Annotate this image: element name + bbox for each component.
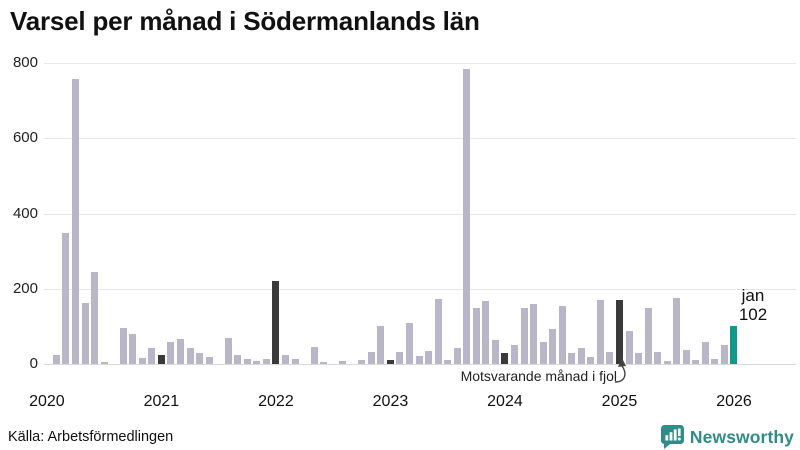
bar-2022-3: [291, 359, 299, 364]
bar-2020-4: [72, 79, 80, 364]
bar-2020-10: [129, 333, 137, 364]
bar-2022-2: [281, 354, 289, 364]
bar-2025-10: [701, 342, 709, 364]
gridline-600: [44, 138, 796, 140]
gridline-400: [44, 213, 796, 215]
gridline-200: [44, 288, 796, 290]
bar-2021-5: [196, 353, 204, 364]
bar-2024-1: [501, 353, 509, 364]
bar-2026-1: [730, 325, 738, 364]
bar-2024-12: [606, 351, 614, 364]
annotation-arrow-icon: [614, 358, 626, 383]
newsworthy-icon: [660, 425, 684, 449]
bar-2025-11: [711, 359, 719, 364]
annotation-text: Motsvarande månad i fjol: [460, 368, 617, 384]
bar-2022-6: [320, 362, 328, 364]
bar-2021-11: [253, 360, 261, 364]
bar-2024-7: [558, 305, 566, 364]
source-label: Källa: Arbetsförmedlingen: [8, 429, 174, 445]
bar-2023-7: [444, 360, 452, 364]
bar-2021-6: [205, 357, 213, 364]
bar-2020-3: [62, 233, 70, 364]
bar-2022-1: [272, 281, 280, 364]
bar-2021-12: [262, 359, 270, 364]
bar-2023-8: [453, 347, 461, 364]
bar-2024-8: [568, 352, 576, 364]
bar-2023-10: [472, 308, 480, 364]
gridline-0: [44, 364, 796, 365]
bar-2024-5: [539, 341, 547, 364]
bar-2021-10: [243, 359, 251, 364]
bar-2020-6: [91, 272, 99, 364]
bar-2024-3: [520, 307, 528, 364]
bar-2021-2: [167, 342, 175, 364]
current-month-label: jan 102: [727, 286, 779, 324]
bar-2022-10: [358, 359, 366, 364]
bar-2020-2: [52, 354, 60, 364]
bar-2025-4: [644, 308, 652, 364]
current-month-name: jan: [741, 286, 765, 305]
bar-2025-3: [635, 353, 643, 364]
x-tick-2024: 2024: [487, 393, 523, 410]
x-tick-2022: 2022: [258, 393, 294, 410]
bar-2022-11: [367, 352, 375, 364]
x-tick-2026: 2026: [716, 393, 752, 410]
bar-2020-5: [81, 303, 89, 364]
brand-logo: Newsworthy: [660, 425, 794, 449]
bar-2020-7: [100, 361, 108, 364]
bar-2023-1: [386, 360, 394, 364]
bar-2025-8: [682, 350, 690, 364]
x-tick-2023: 2023: [372, 393, 409, 410]
chart-title: Varsel per månad i Södermanlands län: [10, 6, 480, 36]
y-tick-0: 0: [29, 355, 38, 372]
bar-2022-8: [339, 361, 347, 364]
bar-2022-5: [310, 346, 318, 364]
annotation-previous-year: Motsvarande månad i fjol: [461, 368, 617, 384]
bar-2024-11: [596, 300, 604, 364]
bar-2021-1: [157, 354, 165, 364]
bar-2025-9: [692, 359, 700, 364]
x-tick-2021: 2021: [143, 393, 180, 410]
x-tick-2020: 2020: [29, 393, 65, 410]
y-tick-800: 800: [12, 54, 38, 71]
bar-2022-12: [377, 326, 385, 364]
y-tick-600: 600: [12, 129, 38, 147]
bar-2023-2: [396, 351, 404, 364]
bar-2024-2: [511, 345, 518, 364]
y-tick-200: 200: [12, 279, 38, 297]
bar-2021-4: [186, 347, 194, 364]
bar-2024-4: [530, 303, 538, 364]
bar-2024-9: [577, 348, 585, 364]
bar-2023-6: [434, 299, 442, 364]
bar-2020-9: [119, 328, 127, 364]
bar-2023-11: [482, 301, 490, 364]
bar-2023-4: [415, 356, 423, 364]
bar-2021-9: [234, 354, 242, 364]
brand-name: Newsworthy: [689, 426, 794, 447]
bar-2025-2: [625, 330, 633, 364]
bar-2025-1: [615, 300, 623, 364]
bar-2023-3: [406, 323, 414, 364]
bar-2024-10: [587, 356, 595, 364]
bar-2024-6: [549, 329, 557, 364]
bar-2020-12: [148, 348, 156, 364]
bar-2021-8: [224, 338, 232, 364]
x-tick-2025: 2025: [601, 393, 638, 410]
bar-2023-5: [425, 350, 433, 364]
bar-2025-12: [720, 345, 728, 364]
bar-2023-9: [463, 68, 471, 364]
current-month-value: 102: [738, 305, 768, 324]
bar-2023-12: [491, 339, 499, 364]
bar-2025-6: [663, 360, 671, 364]
bar-2025-7: [673, 297, 681, 364]
gridline-800: [44, 63, 796, 64]
bar-2020-11: [138, 358, 146, 364]
bar-2021-3: [177, 338, 184, 364]
bar-2025-5: [654, 351, 662, 364]
y-tick-400: 400: [12, 204, 38, 222]
